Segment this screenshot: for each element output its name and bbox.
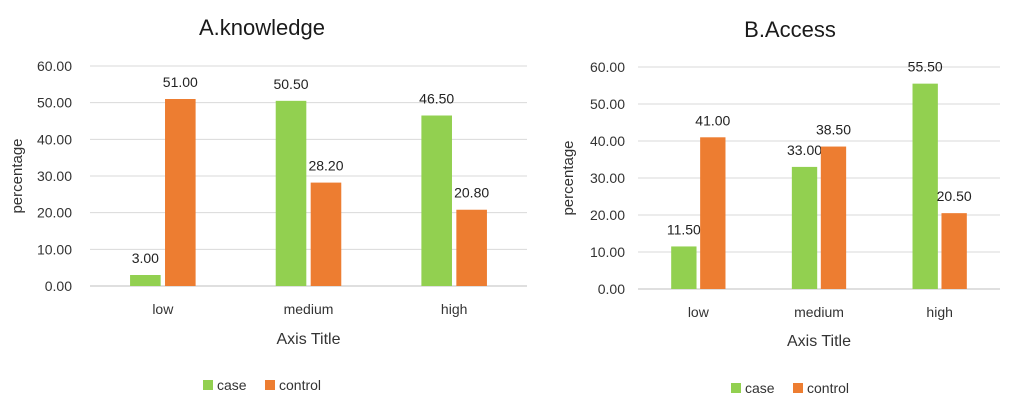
bar-control-low <box>165 99 196 286</box>
x-axis-title: Axis Title <box>276 331 340 348</box>
y-tick-label: 50.00 <box>590 96 625 112</box>
data-label: 3.00 <box>132 250 159 266</box>
data-label: 33.00 <box>787 142 822 158</box>
data-label: 50.50 <box>273 76 308 92</box>
y-tick-label: 30.00 <box>590 170 625 186</box>
legend-swatch-control <box>793 383 803 393</box>
data-label: 46.50 <box>419 91 454 107</box>
data-label: 38.50 <box>816 122 851 138</box>
bar-case-low <box>671 246 697 289</box>
legend-label: case <box>745 380 775 396</box>
y-tick-label: 20.00 <box>590 207 625 223</box>
data-label: 20.50 <box>937 188 972 204</box>
data-label: 55.50 <box>908 59 943 75</box>
y-tick-label: 50.00 <box>37 95 72 111</box>
y-tick-label: 60.00 <box>590 59 625 75</box>
data-label: 28.20 <box>308 158 343 174</box>
data-label: 41.00 <box>695 112 730 128</box>
legend-swatch-control <box>265 380 275 390</box>
y-axis-title: percentage <box>560 140 577 215</box>
bar-control-low <box>700 137 726 289</box>
bar-control-high <box>941 213 967 289</box>
chart-panel-2: B.Access 0.00 10.00 20.00 30.00 40.00 50.00 60.… <box>560 17 1000 396</box>
y-axis-title: percentage <box>9 138 26 213</box>
data-label: 11.50 <box>667 221 701 237</box>
chart-panel-1: A.knowledge 0.00 10.00 20.00 30.00 40.00 50.00… <box>9 15 527 393</box>
legend-label: control <box>279 377 321 393</box>
x-tick-label: low <box>688 304 710 320</box>
y-tick-label: 20.00 <box>37 205 72 221</box>
x-tick-label: high <box>441 301 467 317</box>
y-tick-label: 30.00 <box>37 168 72 184</box>
bar-case-high <box>912 83 938 290</box>
x-tick-label: high <box>926 304 952 320</box>
bar-case-low <box>130 275 161 286</box>
legend-label: control <box>807 380 849 396</box>
y-tick-label: 40.00 <box>590 133 625 149</box>
x-tick-label: low <box>152 301 174 317</box>
x-axis-title: Axis Title <box>787 333 851 350</box>
chart-title: B.Access <box>744 17 836 42</box>
bar-control-high <box>456 209 487 286</box>
x-tick-label: medium <box>284 301 334 317</box>
y-tick-label: 0.00 <box>598 281 625 297</box>
legend-swatch-case <box>203 380 213 390</box>
bar-case-medium <box>275 100 307 286</box>
bar-control-medium <box>310 182 342 286</box>
y-tick-label: 60.00 <box>37 58 72 74</box>
x-tick-label: medium <box>794 304 844 320</box>
bar-case-high <box>421 115 452 286</box>
chart-title: A.knowledge <box>199 15 325 40</box>
bar-control-medium <box>820 146 847 289</box>
bar-case-medium <box>791 166 818 289</box>
data-label: 20.80 <box>454 185 489 201</box>
data-label: 51.00 <box>163 74 198 90</box>
legend-swatch-case <box>731 383 741 393</box>
legend-label: case <box>217 377 247 393</box>
y-tick-label: 40.00 <box>37 131 72 147</box>
y-tick-label: 10.00 <box>590 244 625 260</box>
y-tick-label: 10.00 <box>37 241 72 257</box>
y-tick-label: 0.00 <box>45 278 72 294</box>
